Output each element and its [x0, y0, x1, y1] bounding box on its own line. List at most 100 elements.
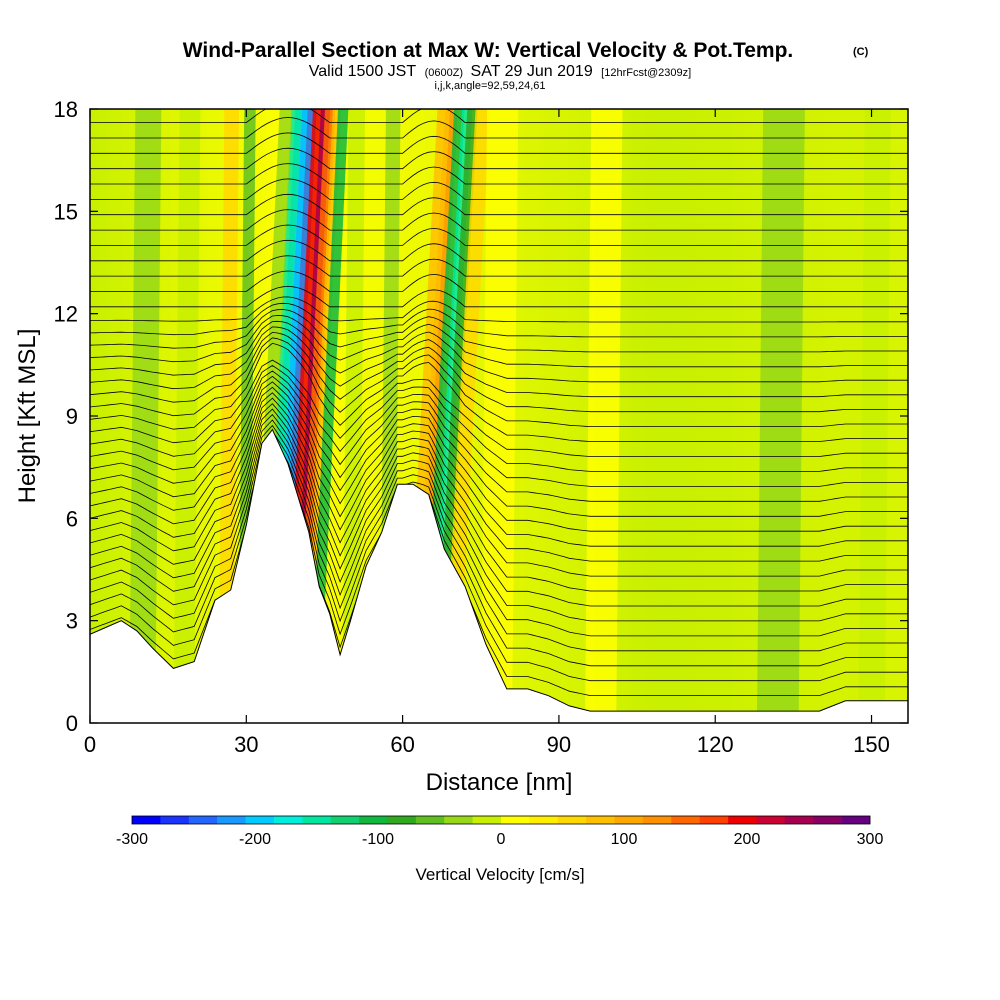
isentrope-contour — [90, 296, 908, 323]
colorbar-swatch — [813, 816, 842, 824]
subtitle-indices: i,j,k,angle=92,59,24,61 — [434, 80, 545, 92]
colorbar-swatch — [841, 816, 871, 824]
velocity-streak — [480, 109, 519, 723]
colorbar-swatch — [642, 816, 672, 824]
isentrope-contour — [90, 92, 908, 107]
colorbar-swatch — [387, 816, 417, 824]
isentrope-contour — [90, 239, 908, 262]
isentrope-contour — [90, 132, 908, 154]
colorbar-swatch — [728, 816, 757, 824]
y-tick-label: 6 — [66, 506, 78, 531]
colorbar-swatch — [756, 816, 786, 824]
colorbar-swatch — [529, 816, 559, 824]
x-tick-label: 120 — [697, 732, 734, 757]
x-axis: 0 30 60 90 120 150 — [84, 109, 890, 757]
isentrope-contour — [90, 224, 908, 246]
subtitle-utc-time: (0600Z) — [425, 67, 464, 79]
x-axis-label: Distance [nm] — [426, 769, 573, 796]
colorbar-swatch — [444, 816, 473, 824]
colorbar-tick-label: -100 — [362, 831, 394, 848]
colorbar-swatch — [671, 816, 700, 824]
isentrope-contour — [90, 285, 908, 308]
colorbar-tick-label: -300 — [116, 831, 148, 848]
velocity-streak — [756, 109, 805, 723]
velocity-streak — [173, 109, 201, 723]
colorbar-swatch — [359, 816, 388, 824]
isentrope-contour — [90, 441, 908, 682]
y-tick-label: 18 — [54, 97, 78, 122]
x-tick-label: 90 — [547, 732, 571, 757]
x-tick-label: 0 — [84, 732, 96, 757]
colorbar-tick-label: 200 — [734, 831, 761, 848]
isentrope-contour — [90, 315, 908, 368]
isentrope-contour — [90, 320, 908, 383]
isentrope-contour — [90, 424, 908, 637]
y-tick-label: 15 — [54, 199, 78, 224]
plot-area: 0 30 60 90 120 150 0 3 6 9 12 15 18 Distance [nm] H… — [14, 92, 909, 796]
colorbar-swatch — [245, 816, 275, 824]
x-tick-label: 60 — [390, 732, 414, 757]
subtitle-date: SAT 29 Jun 2019 — [471, 63, 593, 80]
isentrope-contour — [90, 117, 908, 139]
x-tick-label: 150 — [853, 732, 890, 757]
isentrope-contour — [90, 163, 908, 185]
colorbar-swatch — [699, 816, 729, 824]
isentrope-contour — [90, 359, 908, 457]
chart-title: Wind-Parallel Section at Max W: Vertical… — [183, 39, 794, 62]
isentrope-contour — [90, 365, 908, 472]
velocity-streak — [129, 109, 162, 723]
subtitle-forecast: [12hrFcst@2309z] — [601, 67, 691, 79]
y-tick-label: 0 — [66, 711, 78, 736]
isentrope-contour — [90, 392, 908, 547]
colorbar-tick-label: 0 — [497, 831, 506, 848]
potential-temperature-contours — [90, 92, 908, 696]
copyright-mark: (C) — [853, 46, 869, 58]
colorbar-swatch — [188, 816, 218, 824]
colorbar-tick-label: 300 — [857, 831, 884, 848]
y-tick-label: 12 — [54, 302, 78, 327]
chart-subtitle: Valid 1500 JST (0600Z) SAT 29 Jun 2019 [… — [309, 63, 691, 80]
y-tick-label: 3 — [66, 609, 78, 634]
isentrope-contour — [90, 270, 908, 292]
isentrope-contour — [90, 386, 908, 532]
velocity-streak — [308, 109, 349, 723]
isentrope-contour — [90, 375, 908, 502]
isentrope-contour — [90, 147, 908, 170]
isentrope-contour — [90, 397, 908, 562]
subtitle-valid-time: Valid 1500 JST — [309, 63, 417, 80]
y-axis-label: Height [Kft MSL] — [14, 329, 41, 504]
isentrope-contour — [90, 209, 908, 231]
isentrope-contour — [90, 413, 908, 607]
isentrope-contour — [90, 403, 908, 577]
isentrope-contour — [90, 178, 908, 200]
isentrope-contour — [90, 435, 908, 667]
colorbar-tick-label: 100 — [611, 831, 638, 848]
isentrope-contour — [90, 430, 908, 652]
isentrope-contour — [90, 255, 908, 277]
isentrope-contour — [90, 381, 908, 517]
colorbar: -300 -200 -100 0 100 200 300 — [116, 815, 884, 848]
colorbar-swatch — [132, 816, 161, 824]
colorbar-label: Vertical Velocity [cm/s] — [415, 865, 584, 884]
isentrope-contour — [90, 419, 908, 622]
isentrope-contour — [90, 337, 908, 427]
colorbar-swatch — [501, 816, 530, 824]
y-axis: 0 3 6 9 12 15 18 — [54, 97, 908, 736]
colorbar-swatch — [217, 816, 246, 824]
isentrope-contour — [90, 309, 908, 353]
isentrope-contour — [90, 408, 908, 592]
colorbar-swatch — [586, 816, 615, 824]
terrain — [90, 428, 908, 723]
isentrope-contour — [90, 109, 908, 123]
colorbar-swatch — [472, 816, 502, 824]
colorbar-swatch — [160, 816, 190, 824]
isentrope-contour — [90, 326, 908, 398]
colorbar-frame — [131, 815, 871, 825]
isentrope-contour — [90, 302, 908, 338]
colorbar-tick-label: -200 — [239, 831, 271, 848]
colorbar-swatch — [415, 816, 445, 824]
velocity-streak — [584, 109, 623, 723]
colorbar-swatch — [614, 816, 644, 824]
isentrope-contour — [90, 342, 908, 442]
isentrope-contour — [90, 193, 908, 216]
